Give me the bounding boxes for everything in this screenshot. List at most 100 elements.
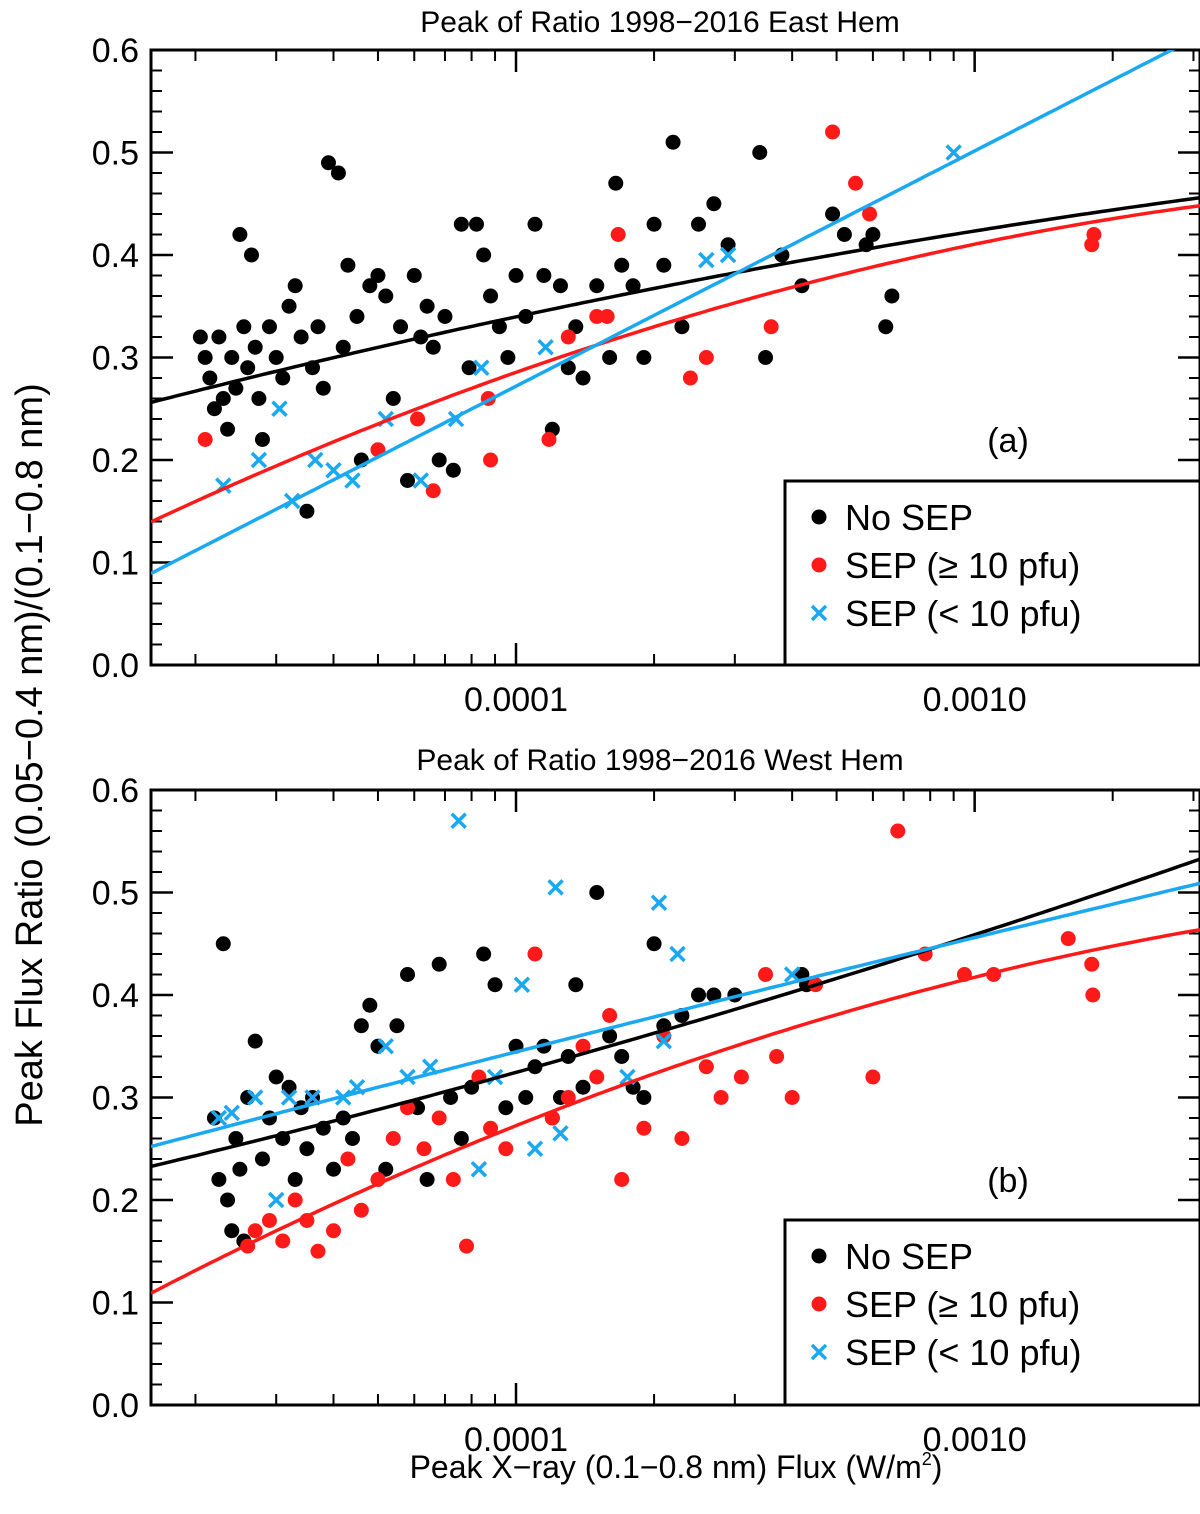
data-point (720, 237, 736, 253)
data-point (636, 350, 652, 365)
data-point (211, 1172, 227, 1187)
data-point (698, 1059, 714, 1075)
data-point (406, 268, 422, 283)
data-point (614, 1049, 630, 1064)
data-point (614, 257, 630, 273)
data-point (599, 309, 615, 324)
x-tick-label: 0.0010 (923, 1421, 1027, 1459)
fit-line (151, 857, 1200, 1169)
data-point (636, 1120, 652, 1136)
panel-b-plot-area: 0.0 0.1 0.2 0.3 0.4 0.5 0.6 0.0001 0.0010 (b) (92, 772, 1200, 1459)
data-point (378, 1161, 394, 1177)
data-point (674, 1131, 690, 1146)
data-point (236, 319, 252, 335)
data-point (656, 257, 672, 273)
data-point-x (450, 812, 467, 829)
x-axis-label-sup: 2 (922, 1449, 932, 1469)
data-point (419, 1172, 435, 1187)
series-sep-ge10 (240, 823, 1101, 1259)
data-point (443, 1090, 459, 1105)
data-point (261, 1213, 277, 1228)
data-point-x (210, 1109, 228, 1127)
data-point-x (547, 879, 564, 896)
data-point-x (698, 251, 715, 269)
data-point (476, 247, 492, 263)
data-point (575, 1038, 591, 1054)
data-point (487, 977, 503, 993)
legend-marker (811, 509, 827, 525)
data-point (862, 206, 878, 222)
data-point (865, 227, 881, 242)
data-point (299, 1141, 315, 1157)
series-sep-lt10 (215, 144, 962, 510)
data-point (243, 247, 259, 263)
data-point (344, 1131, 360, 1146)
data-point (215, 391, 231, 406)
data-point (568, 977, 584, 993)
data-point (335, 339, 351, 355)
legend-marker (811, 557, 827, 573)
data-point (393, 319, 409, 335)
data-point (254, 1151, 270, 1167)
data-point (251, 391, 267, 406)
y-tick-label: 0.0 (92, 647, 139, 685)
data-point (453, 1131, 469, 1146)
data-point-x (377, 1038, 395, 1055)
data-point-x (250, 451, 268, 469)
data-point (315, 380, 331, 396)
data-point (287, 1192, 303, 1208)
data-point (758, 350, 774, 365)
fit-line (151, 203, 1200, 524)
data-point (400, 967, 416, 982)
legend-marker (810, 1343, 828, 1361)
data-point (254, 432, 270, 447)
data-point (431, 956, 447, 972)
data-point (206, 401, 222, 417)
panel-b: Peak of Ratio 1998−2016 West Hem 0.00.10… (92, 744, 1200, 1459)
panel-a: Peak of Ratio 1998−2016 East Hem 0.00.10… (92, 6, 1200, 719)
data-point (682, 370, 698, 386)
data-point (698, 350, 714, 365)
data-point (370, 1038, 386, 1054)
data-point (536, 268, 552, 283)
y-tick-label: 0.2 (92, 1182, 139, 1220)
data-point-x (650, 894, 668, 911)
x-axis-label: Peak X−ray (0.1−0.8 nm) Flux (W/m2) (410, 1449, 943, 1485)
data-point (419, 298, 435, 314)
data-point (197, 350, 213, 365)
data-point-x (537, 339, 554, 356)
data-point (646, 216, 662, 232)
data-point (865, 1069, 881, 1085)
legend-label: No SEP (845, 1236, 973, 1277)
data-point (232, 227, 248, 242)
data-point (498, 1141, 514, 1157)
data-point-x (473, 359, 490, 376)
data-point (228, 1131, 244, 1146)
data-point (890, 823, 906, 839)
y-tick-label: 0.4 (92, 237, 139, 275)
y-tick-label: 0.1 (92, 1285, 139, 1323)
panel-b-label: (b) (987, 1162, 1029, 1200)
data-point-x (344, 472, 361, 489)
data-point (769, 1049, 785, 1064)
panel-b-title: Peak of Ratio 1998−2016 West Hem (416, 744, 903, 777)
data-point (825, 124, 841, 140)
data-point (275, 370, 291, 386)
data-point (468, 216, 484, 232)
data-point (476, 946, 492, 962)
data-point (589, 309, 605, 324)
legend-marker (811, 1296, 827, 1312)
panel-b-fits (151, 857, 1200, 1295)
data-point (752, 145, 768, 160)
panel-a-legend: No SEP SEP (≥ 10 pfu) SEP (< 10 pfu) (783, 479, 1200, 667)
data-point (527, 946, 543, 962)
legend-label: SEP (< 10 pfu) (845, 593, 1081, 634)
x-tick-label: 0.0001 (464, 1421, 568, 1459)
x-axis-label-close: ) (932, 1449, 943, 1485)
data-point (228, 380, 244, 396)
data-point (320, 155, 336, 171)
y-axis-label: Peak Flux Ratio (0.05−0.4 nm)/(0.1−0.8 n… (9, 383, 51, 1126)
y-tick-label: 0.4 (92, 977, 139, 1015)
data-point (589, 1069, 605, 1085)
data-point (362, 997, 378, 1013)
